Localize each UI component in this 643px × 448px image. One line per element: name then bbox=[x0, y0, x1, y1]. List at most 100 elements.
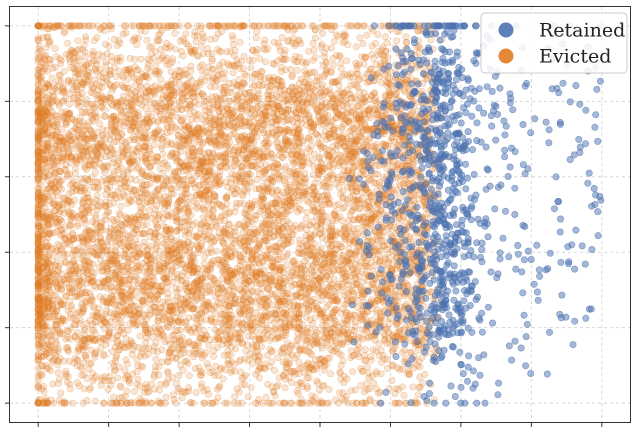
evicted-point bbox=[262, 219, 270, 227]
evicted-point bbox=[45, 37, 53, 45]
evicted-point bbox=[406, 349, 414, 357]
evicted-point bbox=[344, 199, 352, 207]
evicted-point bbox=[249, 56, 257, 64]
evicted-point bbox=[109, 84, 117, 92]
evicted-point bbox=[313, 377, 321, 385]
evicted-point bbox=[40, 333, 48, 341]
evicted-point bbox=[117, 202, 125, 210]
evicted-point bbox=[44, 134, 52, 142]
evicted-point bbox=[226, 208, 234, 216]
evicted-point bbox=[156, 267, 164, 275]
evicted-point bbox=[67, 221, 75, 229]
evicted-point bbox=[187, 130, 195, 138]
evicted-point bbox=[192, 328, 200, 336]
evicted-point bbox=[133, 380, 141, 388]
evicted-point bbox=[310, 46, 318, 54]
evicted-point bbox=[128, 285, 136, 293]
evicted-point bbox=[146, 98, 154, 106]
evicted-point bbox=[198, 67, 206, 75]
evicted-point bbox=[290, 272, 298, 280]
evicted-point bbox=[162, 251, 170, 259]
evicted-point bbox=[89, 311, 97, 319]
evicted-point bbox=[249, 332, 257, 340]
evicted-point bbox=[208, 274, 216, 282]
evicted-point bbox=[295, 103, 303, 111]
evicted-point bbox=[171, 123, 179, 131]
evicted-point bbox=[368, 42, 376, 50]
evicted-point bbox=[352, 399, 360, 407]
evicted-point bbox=[242, 273, 250, 281]
evicted-point bbox=[62, 372, 70, 380]
evicted-point bbox=[73, 46, 81, 54]
evicted-point bbox=[264, 100, 272, 108]
evicted-point bbox=[302, 174, 310, 182]
evicted-point bbox=[100, 350, 108, 358]
evicted-point bbox=[252, 34, 260, 42]
evicted-point bbox=[158, 26, 166, 34]
evicted-point bbox=[47, 180, 55, 188]
evicted-point bbox=[183, 82, 191, 90]
evicted-point bbox=[374, 31, 382, 39]
evicted-point bbox=[359, 335, 367, 343]
evicted-point bbox=[227, 351, 235, 359]
evicted-point bbox=[349, 368, 357, 376]
evicted-point bbox=[71, 292, 79, 300]
evicted-point bbox=[34, 213, 42, 221]
evicted-point bbox=[351, 197, 359, 205]
evicted-point bbox=[368, 215, 376, 223]
evicted-point bbox=[179, 366, 187, 374]
evicted-point bbox=[205, 249, 213, 257]
evicted-point bbox=[309, 171, 317, 179]
evicted-point bbox=[388, 376, 396, 384]
evicted-point bbox=[310, 150, 318, 158]
evicted-point bbox=[35, 344, 43, 352]
evicted-point bbox=[276, 42, 284, 50]
evicted-point bbox=[193, 32, 201, 40]
evicted-point bbox=[36, 244, 44, 252]
evicted-point bbox=[173, 217, 181, 225]
evicted-point bbox=[61, 292, 69, 300]
evicted-point bbox=[325, 152, 333, 160]
evicted-point bbox=[189, 221, 197, 229]
evicted-point bbox=[39, 293, 47, 301]
evicted-point bbox=[175, 198, 183, 206]
evicted-point bbox=[110, 393, 118, 401]
evicted-point bbox=[285, 233, 293, 241]
evicted-point bbox=[199, 196, 207, 204]
evicted-point bbox=[329, 78, 337, 86]
evicted-point bbox=[284, 105, 292, 113]
evicted-point bbox=[74, 131, 82, 139]
evicted-point bbox=[414, 391, 422, 399]
evicted-point bbox=[127, 68, 135, 76]
evicted-point bbox=[35, 399, 43, 407]
evicted-point bbox=[244, 393, 252, 401]
evicted-point bbox=[103, 202, 111, 210]
evicted-point bbox=[381, 33, 389, 41]
evicted-point bbox=[264, 297, 272, 305]
evicted-point bbox=[309, 39, 317, 47]
evicted-point bbox=[81, 174, 89, 182]
evicted-point bbox=[127, 102, 135, 110]
evicted-point bbox=[185, 314, 193, 322]
evicted-point bbox=[141, 143, 149, 151]
evicted-point bbox=[342, 311, 350, 319]
evicted-point bbox=[331, 293, 339, 301]
evicted-point bbox=[264, 380, 272, 388]
evicted-point bbox=[87, 384, 95, 392]
evicted-point bbox=[160, 230, 168, 238]
evicted-point bbox=[309, 262, 317, 270]
evicted-point bbox=[409, 383, 417, 391]
evicted-point bbox=[359, 40, 367, 48]
evicted-point bbox=[139, 229, 147, 237]
evicted-point bbox=[86, 360, 94, 368]
evicted-point bbox=[164, 82, 172, 90]
evicted-point bbox=[38, 120, 46, 128]
evicted-point bbox=[34, 256, 42, 264]
evicted-point bbox=[195, 364, 203, 372]
evicted-point bbox=[179, 121, 187, 129]
evicted-point bbox=[296, 260, 304, 268]
evicted-point bbox=[337, 375, 345, 383]
evicted-point bbox=[280, 22, 288, 30]
